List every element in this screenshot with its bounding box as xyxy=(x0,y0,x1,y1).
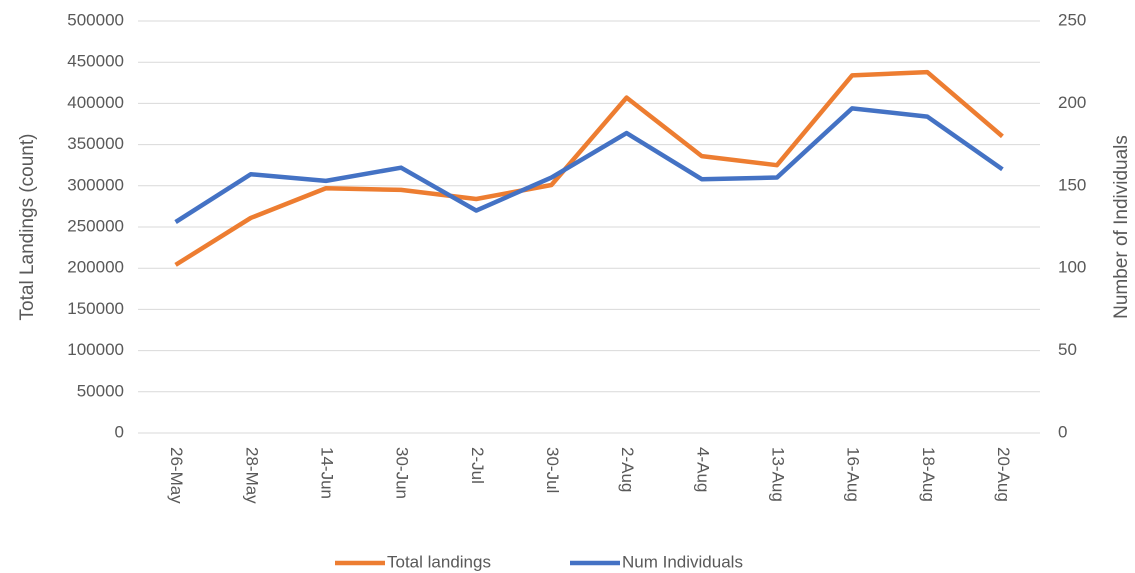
series-line xyxy=(174,106,1004,224)
x-tick-label: 28-May xyxy=(242,447,261,504)
y2-tick-label: 0 xyxy=(1058,422,1067,441)
y-tick-label: 450000 xyxy=(67,52,124,71)
y2-tick-label: 250 xyxy=(1058,10,1086,29)
y-tick-label: 350000 xyxy=(67,134,124,153)
y-tick-label: 250000 xyxy=(67,216,124,235)
legend-label: Total landings xyxy=(387,552,491,571)
x-tick-label: 2-Jul xyxy=(468,447,487,484)
x-tick-label: 30-Jun xyxy=(393,447,412,499)
x-tick-label: 20-Aug xyxy=(994,447,1013,502)
y-axis-title: Total Landings (count) xyxy=(17,134,38,321)
x-tick-label: 2-Aug xyxy=(618,447,637,492)
y-tick-label: 300000 xyxy=(67,175,124,194)
x-tick-label: 4-Aug xyxy=(693,447,712,492)
y-tick-label: 150000 xyxy=(67,299,124,318)
y2-tick-label: 200 xyxy=(1058,93,1086,112)
x-tick-label: 26-May xyxy=(167,447,186,504)
x-tick-label: 30-Jul xyxy=(543,447,562,493)
y-tick-label: 500000 xyxy=(67,10,124,29)
series-line xyxy=(174,69,1004,267)
x-tick-label: 16-Aug xyxy=(844,447,863,502)
y-tick-label: 0 xyxy=(115,422,124,441)
y2-tick-label: 50 xyxy=(1058,340,1077,359)
x-tick-label: 14-Jun xyxy=(317,447,336,499)
y2-tick-label: 150 xyxy=(1058,175,1086,194)
y-tick-label: 100000 xyxy=(67,340,124,359)
y2-axis-title: Number of Individuals xyxy=(1111,135,1132,319)
y-tick-label: 50000 xyxy=(77,381,124,400)
legend-label: Num Individuals xyxy=(622,552,743,571)
x-tick-label: 18-Aug xyxy=(919,447,938,502)
x-tick-label: 13-Aug xyxy=(768,447,787,502)
y-tick-label: 200000 xyxy=(67,258,124,277)
y2-tick-label: 100 xyxy=(1058,258,1086,277)
y-tick-label: 400000 xyxy=(67,93,124,112)
